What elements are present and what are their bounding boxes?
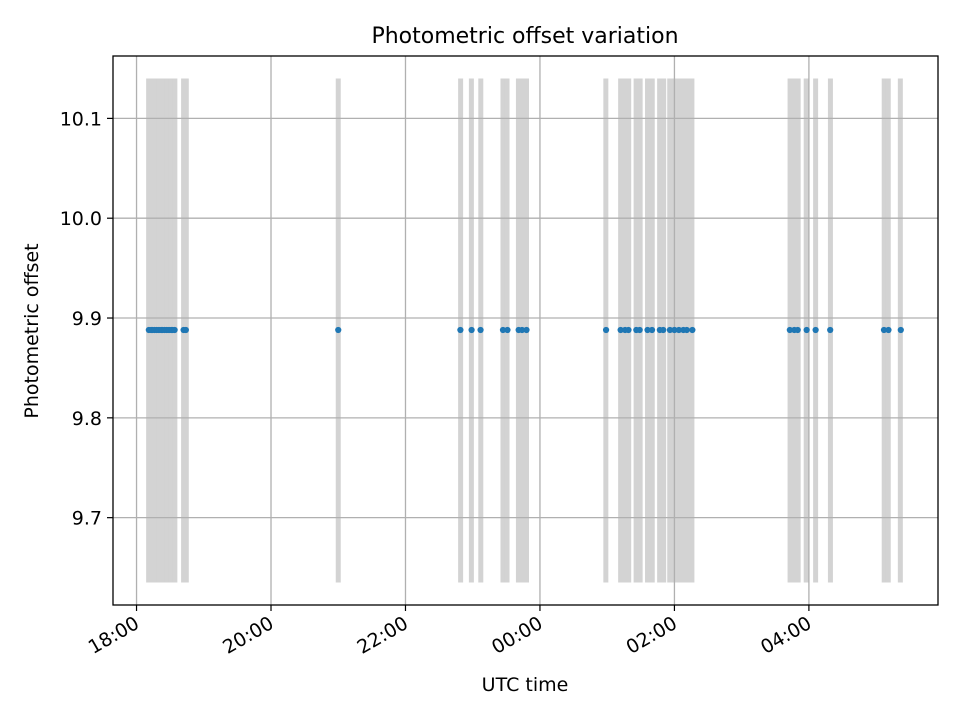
data-point — [675, 326, 683, 334]
data-point — [803, 326, 810, 334]
data-point — [182, 326, 189, 334]
data-point — [812, 326, 819, 334]
data-point — [671, 326, 678, 334]
data-point — [335, 326, 342, 334]
data-point — [625, 326, 632, 334]
y-tick-label: 9.8 — [72, 408, 102, 430]
data-point — [602, 326, 610, 334]
data-point — [827, 326, 834, 334]
data-point — [636, 326, 643, 334]
plot-area: 18:00 20:00 22:00 00:00 02:00 04:009.79.89.91… — [60, 55, 939, 659]
axes-frame — [112, 55, 939, 606]
data-point — [518, 326, 526, 334]
data-point — [523, 326, 530, 334]
data-point — [499, 326, 507, 334]
y-tick-label: 10.0 — [60, 208, 102, 230]
data-point — [689, 326, 696, 334]
data-point — [666, 326, 674, 334]
y-tick-label: 9.9 — [72, 308, 102, 330]
data-point — [683, 326, 690, 334]
data-point — [648, 326, 656, 334]
y-tick-label: 10.1 — [60, 108, 102, 130]
data-point — [504, 326, 511, 334]
y-tick-label: 9.7 — [72, 508, 102, 530]
y-axis-label: Photometric offset — [21, 243, 43, 418]
data-point — [660, 326, 667, 334]
x-axis-label: UTC time — [482, 674, 569, 696]
data-point — [786, 326, 793, 334]
data-point — [457, 326, 464, 334]
data-point — [880, 326, 888, 334]
data-point — [885, 326, 892, 334]
data-point — [644, 326, 651, 334]
chart-title: Photometric offset variation — [371, 24, 678, 49]
data-point — [477, 326, 484, 334]
data-point — [468, 326, 475, 334]
data-point — [794, 326, 801, 334]
data-point — [897, 326, 904, 334]
data-point — [171, 326, 178, 334]
data-point — [617, 326, 624, 334]
